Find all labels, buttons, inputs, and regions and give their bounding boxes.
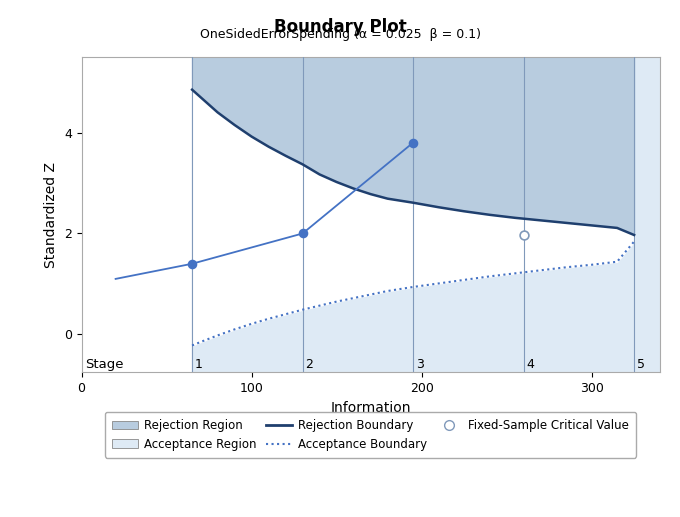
Point <box>408 139 419 147</box>
Point <box>186 260 197 268</box>
Text: 4: 4 <box>526 358 534 371</box>
Point <box>518 231 529 239</box>
Point <box>297 230 308 238</box>
Legend: Rejection Region, Acceptance Region, Rejection Boundary, Acceptance Boundary, Fi: Rejection Region, Acceptance Region, Rej… <box>105 412 636 458</box>
Text: OneSidedErrorSpending (α = 0.025  β = 0.1): OneSidedErrorSpending (α = 0.025 β = 0.1… <box>199 28 481 41</box>
Y-axis label: Standardized Z: Standardized Z <box>44 161 58 268</box>
Text: Stage: Stage <box>85 358 124 371</box>
Text: 5: 5 <box>636 358 645 371</box>
Text: 3: 3 <box>415 358 424 371</box>
Text: 1: 1 <box>194 358 203 371</box>
Text: 2: 2 <box>305 358 313 371</box>
Text: Boundary Plot: Boundary Plot <box>273 18 407 36</box>
X-axis label: Information: Information <box>330 401 411 415</box>
